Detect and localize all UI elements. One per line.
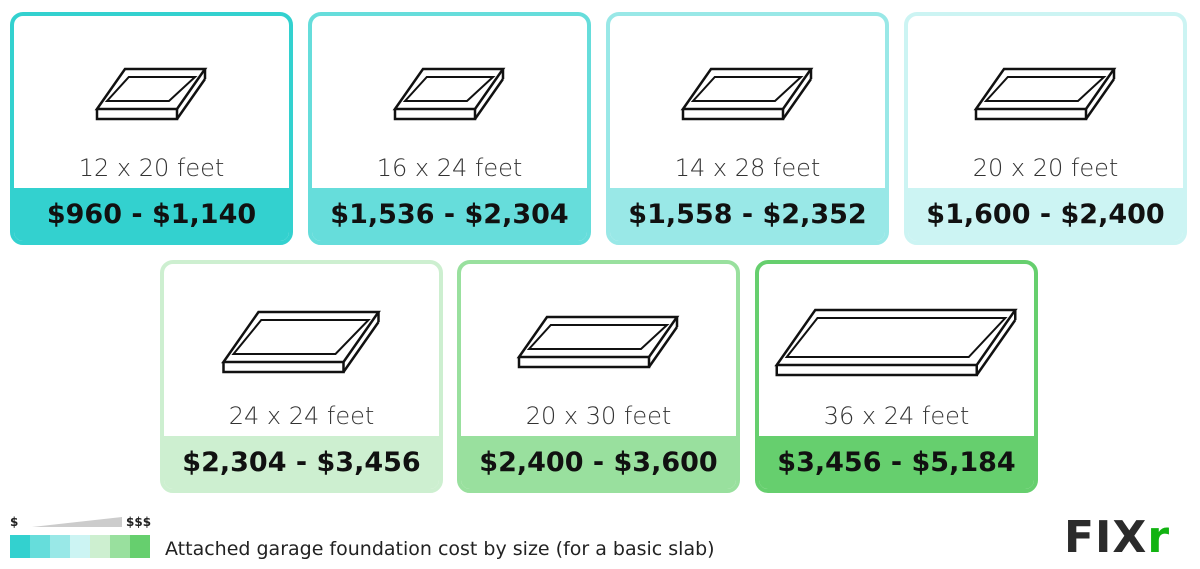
cost-card: 24 x 24 feet $2,304 - $3,456 bbox=[160, 260, 443, 493]
price-range: $3,456 - $5,184 bbox=[759, 436, 1034, 489]
cost-card: 14 x 28 feet $1,558 - $2,352 bbox=[606, 12, 889, 245]
legend-swatch bbox=[130, 535, 150, 558]
cost-card: 36 x 24 feet $3,456 - $5,184 bbox=[755, 260, 1038, 493]
price-range: $2,400 - $3,600 bbox=[461, 436, 736, 489]
slab-size: 36 x 24 feet bbox=[823, 402, 970, 430]
cost-card: 16 x 24 feet $1,536 - $2,304 bbox=[308, 12, 591, 245]
slab-icon bbox=[680, 67, 813, 121]
slab-size: 20 x 20 feet bbox=[972, 154, 1119, 182]
slab-icon bbox=[94, 67, 207, 121]
legend-swatch bbox=[90, 535, 110, 558]
slab-icon bbox=[220, 310, 381, 374]
legend-swatch bbox=[110, 535, 130, 558]
legend-swatch bbox=[10, 535, 30, 558]
legend-swatch bbox=[70, 535, 90, 558]
slab-icon bbox=[773, 308, 1018, 376]
price-range: $1,558 - $2,352 bbox=[610, 188, 885, 241]
legend-swatch bbox=[50, 535, 70, 558]
price-range: $960 - $1,140 bbox=[14, 188, 289, 241]
legend-high: $$$ bbox=[126, 515, 152, 529]
price-range: $1,536 - $2,304 bbox=[312, 188, 587, 241]
fixr-logo: FIXr bbox=[1064, 512, 1171, 563]
legend-swatch bbox=[30, 535, 50, 558]
scale-wedge-icon bbox=[32, 517, 122, 527]
cost-card: 20 x 30 feet $2,400 - $3,600 bbox=[457, 260, 740, 493]
chart-caption: Attached garage foundation cost by size … bbox=[165, 538, 715, 560]
legend-low: $ bbox=[10, 515, 19, 529]
slab-size: 20 x 30 feet bbox=[525, 402, 672, 430]
cost-card: 12 x 20 feet $960 - $1,140 bbox=[10, 12, 293, 245]
slab-icon bbox=[516, 315, 679, 369]
price-range: $2,304 - $3,456 bbox=[164, 436, 439, 489]
slab-size: 14 x 28 feet bbox=[674, 154, 821, 182]
cost-card: 20 x 20 feet $1,600 - $2,400 bbox=[904, 12, 1187, 245]
price-range: $1,600 - $2,400 bbox=[908, 188, 1183, 241]
slab-icon bbox=[973, 67, 1116, 121]
slab-size: 24 x 24 feet bbox=[228, 402, 375, 430]
slab-icon bbox=[392, 67, 505, 121]
slab-size: 12 x 20 feet bbox=[78, 154, 225, 182]
slab-size: 16 x 24 feet bbox=[376, 154, 523, 182]
